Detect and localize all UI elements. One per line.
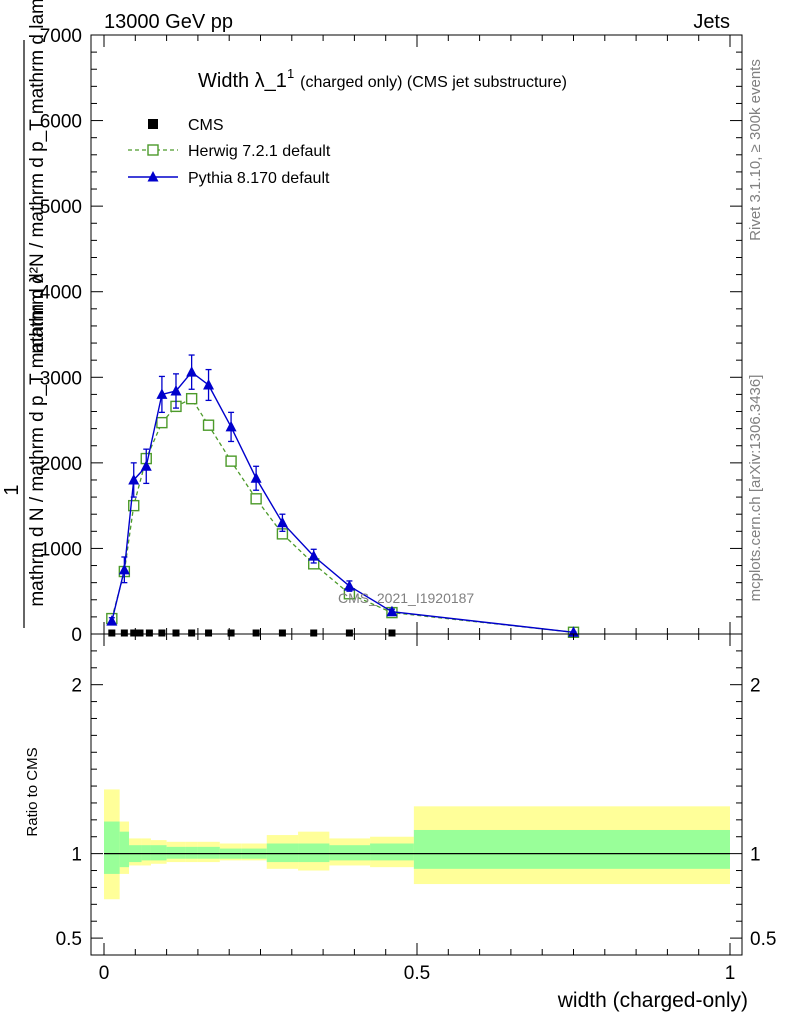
- chart-title-text: Width λ_1: [198, 70, 287, 92]
- x-tick-label: 0: [99, 963, 110, 984]
- ratio-band-inner-10: [266, 843, 299, 863]
- cms-point: [136, 629, 144, 637]
- y-tick-label: 1000: [40, 539, 82, 560]
- ratio-band-inner-6: [185, 846, 198, 859]
- cms-point: [188, 629, 196, 637]
- cms-point: [252, 629, 260, 637]
- pythia-point: [128, 473, 140, 485]
- ratio-band-inner-11: [298, 843, 330, 863]
- chart-title-superscript: 1: [287, 66, 294, 81]
- ratio-y-tick-label-right: 2: [750, 676, 761, 697]
- cms-point: [345, 629, 353, 637]
- ratio-y-tick-label-right: 1: [750, 845, 761, 866]
- ratio-plot: 0 0.5 1 0.5 0.5 1 1 2 2: [56, 633, 776, 984]
- cms-point: [227, 629, 235, 637]
- ratio-band-inner-4: [150, 845, 167, 861]
- herwig-point: [250, 493, 262, 505]
- herwig-point: [225, 455, 237, 467]
- legend-herwig-marker: [147, 144, 159, 156]
- legend-label-0: CMS: [188, 117, 224, 134]
- y-tick-label: 4000: [40, 283, 82, 304]
- watermark-label: CMS_2021_I1920187: [338, 590, 474, 606]
- pythia-point: [308, 550, 320, 561]
- pythia-point: [118, 563, 130, 575]
- pythia-point: [250, 472, 262, 483]
- pythia-point: [276, 516, 288, 528]
- herwig-point: [185, 392, 198, 405]
- legend-pythia-marker: [147, 171, 159, 182]
- cms-point: [205, 629, 213, 637]
- legend-label-2: Pythia 8.170 default: [188, 170, 330, 187]
- legend-label-1: Herwig 7.2.1 default: [188, 143, 331, 160]
- herwig-point: [202, 419, 215, 431]
- ratio-band-inner-7: [197, 846, 220, 859]
- x-tick-label: 1: [725, 963, 736, 984]
- pythia-point: [140, 460, 152, 471]
- cms-point: [278, 629, 286, 637]
- ratio-y-tick-label-left: 1: [71, 845, 82, 866]
- herwig-point: [128, 499, 140, 512]
- cms-point: [310, 629, 318, 637]
- y-tick-label: 2000: [40, 454, 82, 475]
- ratio-band-inner-0: [104, 821, 120, 874]
- ratio-y-tick-label-right: 0.5: [750, 929, 776, 950]
- chart-title-main: Width λ_11 (charged only) (CMS jet substr…: [198, 66, 567, 92]
- pythia-point: [203, 378, 215, 390]
- pythia-point: [186, 366, 198, 377]
- herwig-point: [156, 416, 168, 429]
- pythia-point: [170, 384, 182, 396]
- pythia-point: [225, 420, 237, 432]
- ratio-band-inner-14: [413, 829, 730, 869]
- cms-point: [120, 629, 128, 637]
- ratio-band-inner-5: [166, 846, 186, 859]
- cms-point: [108, 629, 116, 637]
- main-plot: 0 1000 2000 3000 4000 5000 6000 7000 CMS Herwig 7…: [40, 26, 743, 646]
- ratio-frame: [90, 633, 743, 956]
- y-axis-label-denominator: mathrm d N / mathrm d p_T mathrm d λ: [27, 273, 48, 607]
- pythia-point: [106, 615, 118, 626]
- cms-point: [172, 629, 180, 637]
- pythia-point: [343, 580, 355, 591]
- ratio-band-inner-1: [119, 831, 130, 868]
- y-tick-label: 7000: [40, 26, 82, 47]
- header-right-label: Jets: [693, 11, 730, 33]
- pythia-point: [156, 388, 168, 399]
- x-axis-label: width (charged-only): [557, 989, 748, 1012]
- rivet-side-label: Rivet 3.1.10, ≥ 300k events: [747, 59, 764, 241]
- y-tick-label: 0: [71, 625, 82, 646]
- cms-point: [130, 629, 138, 637]
- x-tick-label: 0.5: [404, 963, 430, 984]
- y-tick-label: 5000: [40, 197, 82, 218]
- y-axis-label-numerator: 1: [1, 484, 23, 495]
- ratio-y-tick-label-left: 2: [71, 676, 82, 697]
- cms-point: [158, 629, 166, 637]
- y-tick-label: 3000: [40, 368, 82, 389]
- ratio-y-tick-label-left: 0.5: [56, 929, 82, 950]
- pythia-point: [386, 605, 398, 617]
- ratio-band-inner-13: [370, 843, 414, 861]
- cms-point: [145, 629, 153, 637]
- ratio-y-axis-label: Ratio to CMS: [24, 747, 41, 836]
- cms-point: [388, 629, 396, 637]
- legend-cms-marker: [148, 119, 158, 129]
- header-left-label: 13000 GeV pp: [104, 11, 233, 33]
- mcplots-side-label: mcplots.cern.ch [arXiv:1306.3436]: [747, 375, 764, 602]
- ratio-band-inner-3: [141, 845, 151, 861]
- y-axis-label-upper: mathrm d²N / mathrm d p_T mathrm d lambd…: [27, 0, 48, 354]
- chart-title-rest: (charged only) (CMS jet substructure): [300, 74, 567, 91]
- y-tick-label: 6000: [40, 112, 82, 133]
- ratio-band-inner-12: [329, 845, 371, 861]
